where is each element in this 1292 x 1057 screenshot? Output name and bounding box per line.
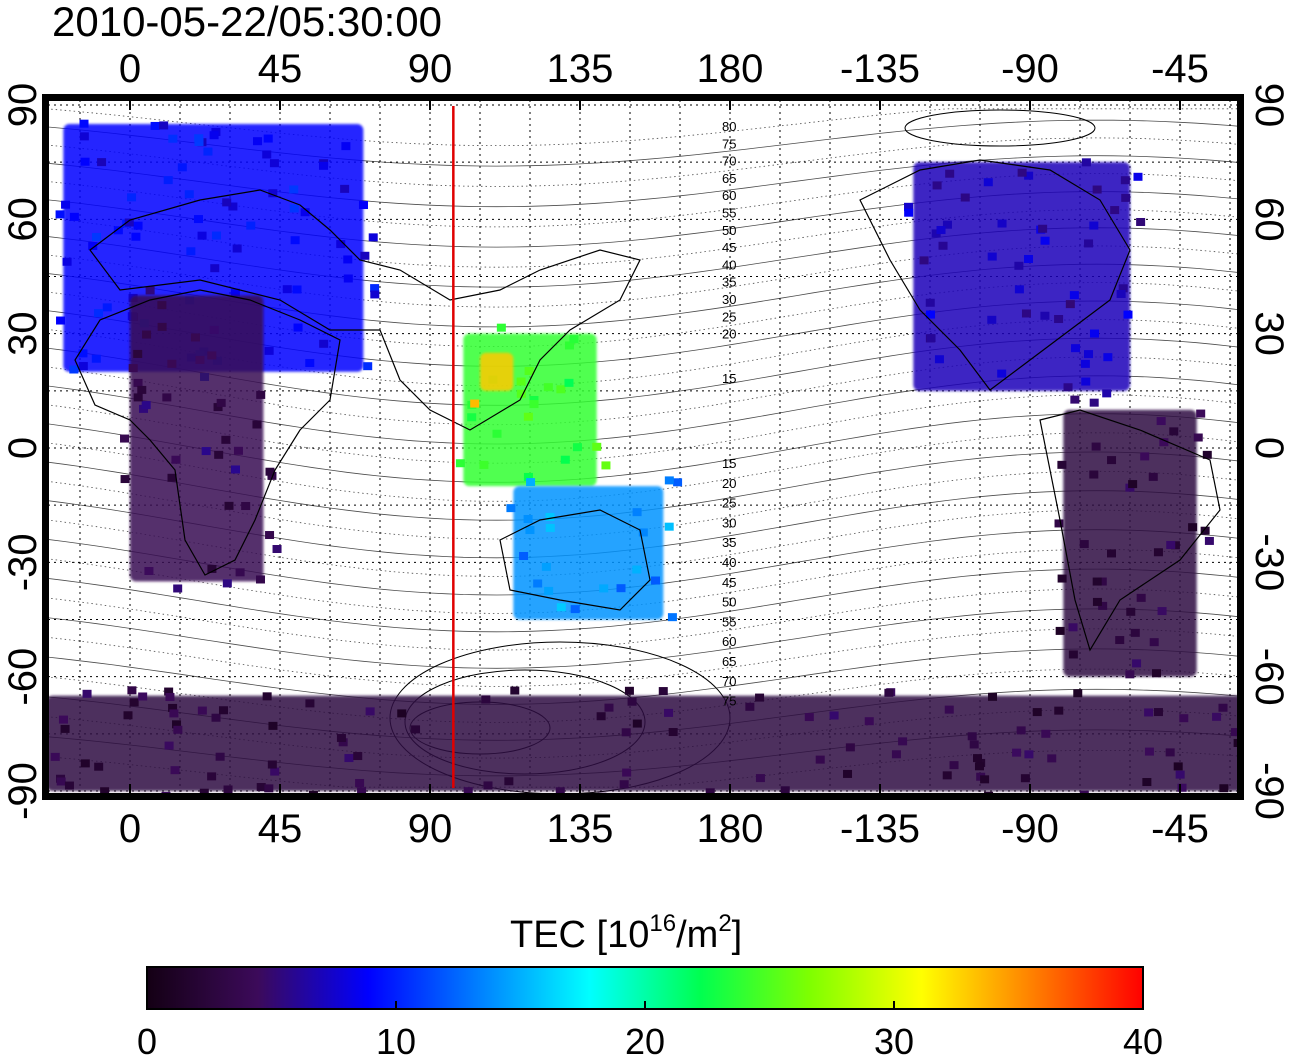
contour-label: 35 bbox=[722, 535, 736, 550]
tec-region bbox=[1054, 409, 1214, 679]
lat-tick-label-right: 60 bbox=[1247, 197, 1291, 242]
timestamp-title: 2010-05-22/05:30:00 bbox=[52, 0, 442, 45]
contour-label: 40 bbox=[722, 257, 736, 272]
contour-labels: 80 75 70 65 60 55 50 45 40 35 30 25 20 15 15 20 25 30 35 40… bbox=[722, 119, 736, 709]
contour-label: 20 bbox=[722, 476, 736, 491]
map-area: 80 75 70 65 60 55 50 45 40 35 30 25 20 15 15 20 25 30 35 40… bbox=[47, 99, 1239, 795]
lat-tick-label-right: -60 bbox=[1247, 648, 1291, 706]
contour-label: 30 bbox=[722, 292, 736, 307]
lon-tick-label-bottom: 135 bbox=[547, 807, 614, 851]
colorbar-tick-label: 40 bbox=[1123, 1021, 1163, 1057]
lon-tick-label-bottom: -135 bbox=[840, 807, 920, 851]
coastline bbox=[499, 509, 651, 611]
contour-label: 45 bbox=[722, 575, 736, 590]
coastlines bbox=[74, 159, 1221, 652]
lon-tick-label-bottom: 90 bbox=[408, 807, 453, 851]
coastline bbox=[89, 189, 641, 431]
contour-label: 60 bbox=[722, 188, 736, 203]
lat-tick-label-left: 60 bbox=[1, 197, 45, 242]
contour-label: 80 bbox=[722, 119, 736, 134]
coastline bbox=[1039, 409, 1221, 652]
lon-tick-label-bottom: 45 bbox=[258, 807, 303, 851]
lon-tick-label-top: 0 bbox=[119, 47, 141, 91]
contour-label: 15 bbox=[722, 456, 736, 471]
lon-tick-label-bottom: 180 bbox=[697, 807, 764, 851]
lat-tick-label-left: 30 bbox=[1, 311, 45, 356]
colorbar-tick-label: 0 bbox=[137, 1021, 157, 1057]
tec-data-layer bbox=[48, 119, 1238, 794]
colorbar-tick-label: 30 bbox=[874, 1021, 914, 1057]
contour-label: 50 bbox=[722, 595, 736, 610]
lat-tick-label-right: -30 bbox=[1247, 533, 1291, 591]
latitude-axis-right: 90 60 30 0 -30 -60 -90 bbox=[1238, 83, 1291, 820]
contour-label: 30 bbox=[722, 515, 736, 530]
contour-label: 15 bbox=[722, 371, 736, 386]
coastline bbox=[74, 289, 341, 576]
contour-label: 65 bbox=[722, 171, 736, 186]
lat-tick-label-left: 90 bbox=[1, 83, 45, 128]
longitude-axis-top: 0 45 90 135 180 -135 -90 -45 bbox=[48, 47, 1238, 110]
contour-label: 65 bbox=[722, 654, 736, 669]
lat-tick-label-left: -60 bbox=[1, 648, 45, 706]
coastline bbox=[859, 159, 1131, 391]
contour-label: 35 bbox=[722, 275, 736, 290]
tec-region bbox=[506, 476, 683, 622]
colorbar-tick-label: 10 bbox=[376, 1021, 416, 1057]
contour-label: 70 bbox=[722, 154, 736, 169]
contour-label: 60 bbox=[722, 634, 736, 649]
contour-label: 20 bbox=[722, 327, 736, 342]
contour-label: 50 bbox=[722, 223, 736, 238]
contour-label: 45 bbox=[722, 240, 736, 255]
lon-tick-label-top: 90 bbox=[408, 47, 453, 91]
lat-tick-label-right: 0 bbox=[1247, 437, 1291, 459]
contour-label: 40 bbox=[722, 555, 736, 570]
lon-tick-label-top: 135 bbox=[547, 47, 614, 91]
contour-label: 70 bbox=[722, 674, 736, 689]
lon-tick-label-bottom: -45 bbox=[1151, 807, 1209, 851]
lat-tick-label-right: 30 bbox=[1247, 311, 1291, 356]
lon-tick-label-bottom: 0 bbox=[119, 807, 141, 851]
tec-region bbox=[470, 352, 514, 408]
latitude-axis-left: 90 60 30 0 -30 -60 -90 bbox=[1, 83, 48, 820]
lat-tick-label-left: -30 bbox=[1, 533, 45, 591]
longitude-axis-bottom: 0 45 90 135 180 -135 -90 -45 bbox=[48, 784, 1238, 851]
lon-tick-label-bottom: -90 bbox=[1001, 807, 1059, 851]
contour-label: 25 bbox=[722, 309, 736, 324]
colorbar: TEC [1016/m2] 0 10 20 30 40 bbox=[137, 910, 1163, 1057]
tec-region bbox=[904, 158, 1146, 407]
tec-region bbox=[48, 686, 1238, 794]
lon-tick-label-top: -45 bbox=[1151, 47, 1209, 91]
colorbar-tick-label: 20 bbox=[625, 1021, 665, 1057]
colorbar-ticks: 0 10 20 30 40 bbox=[137, 1001, 1163, 1057]
lon-tick-label-top: 180 bbox=[697, 47, 764, 91]
colorbar-title: TEC [1016/m2] bbox=[510, 910, 742, 956]
lon-tick-label-top: 45 bbox=[258, 47, 303, 91]
contour-label: 75 bbox=[722, 694, 736, 709]
lat-tick-label-left: -90 bbox=[1, 762, 45, 820]
contour-label: 55 bbox=[722, 614, 736, 629]
lat-tick-label-right: 90 bbox=[1247, 83, 1291, 128]
lon-tick-label-top: -90 bbox=[1001, 47, 1059, 91]
lat-tick-label-right: -90 bbox=[1247, 762, 1291, 820]
contour-label: 75 bbox=[722, 136, 736, 151]
lon-tick-label-top: -135 bbox=[840, 47, 920, 91]
tec-region bbox=[120, 286, 282, 593]
contour-label: 25 bbox=[722, 496, 736, 511]
lat-tick-label-left: 0 bbox=[1, 437, 45, 459]
contour-label: 55 bbox=[722, 206, 736, 221]
